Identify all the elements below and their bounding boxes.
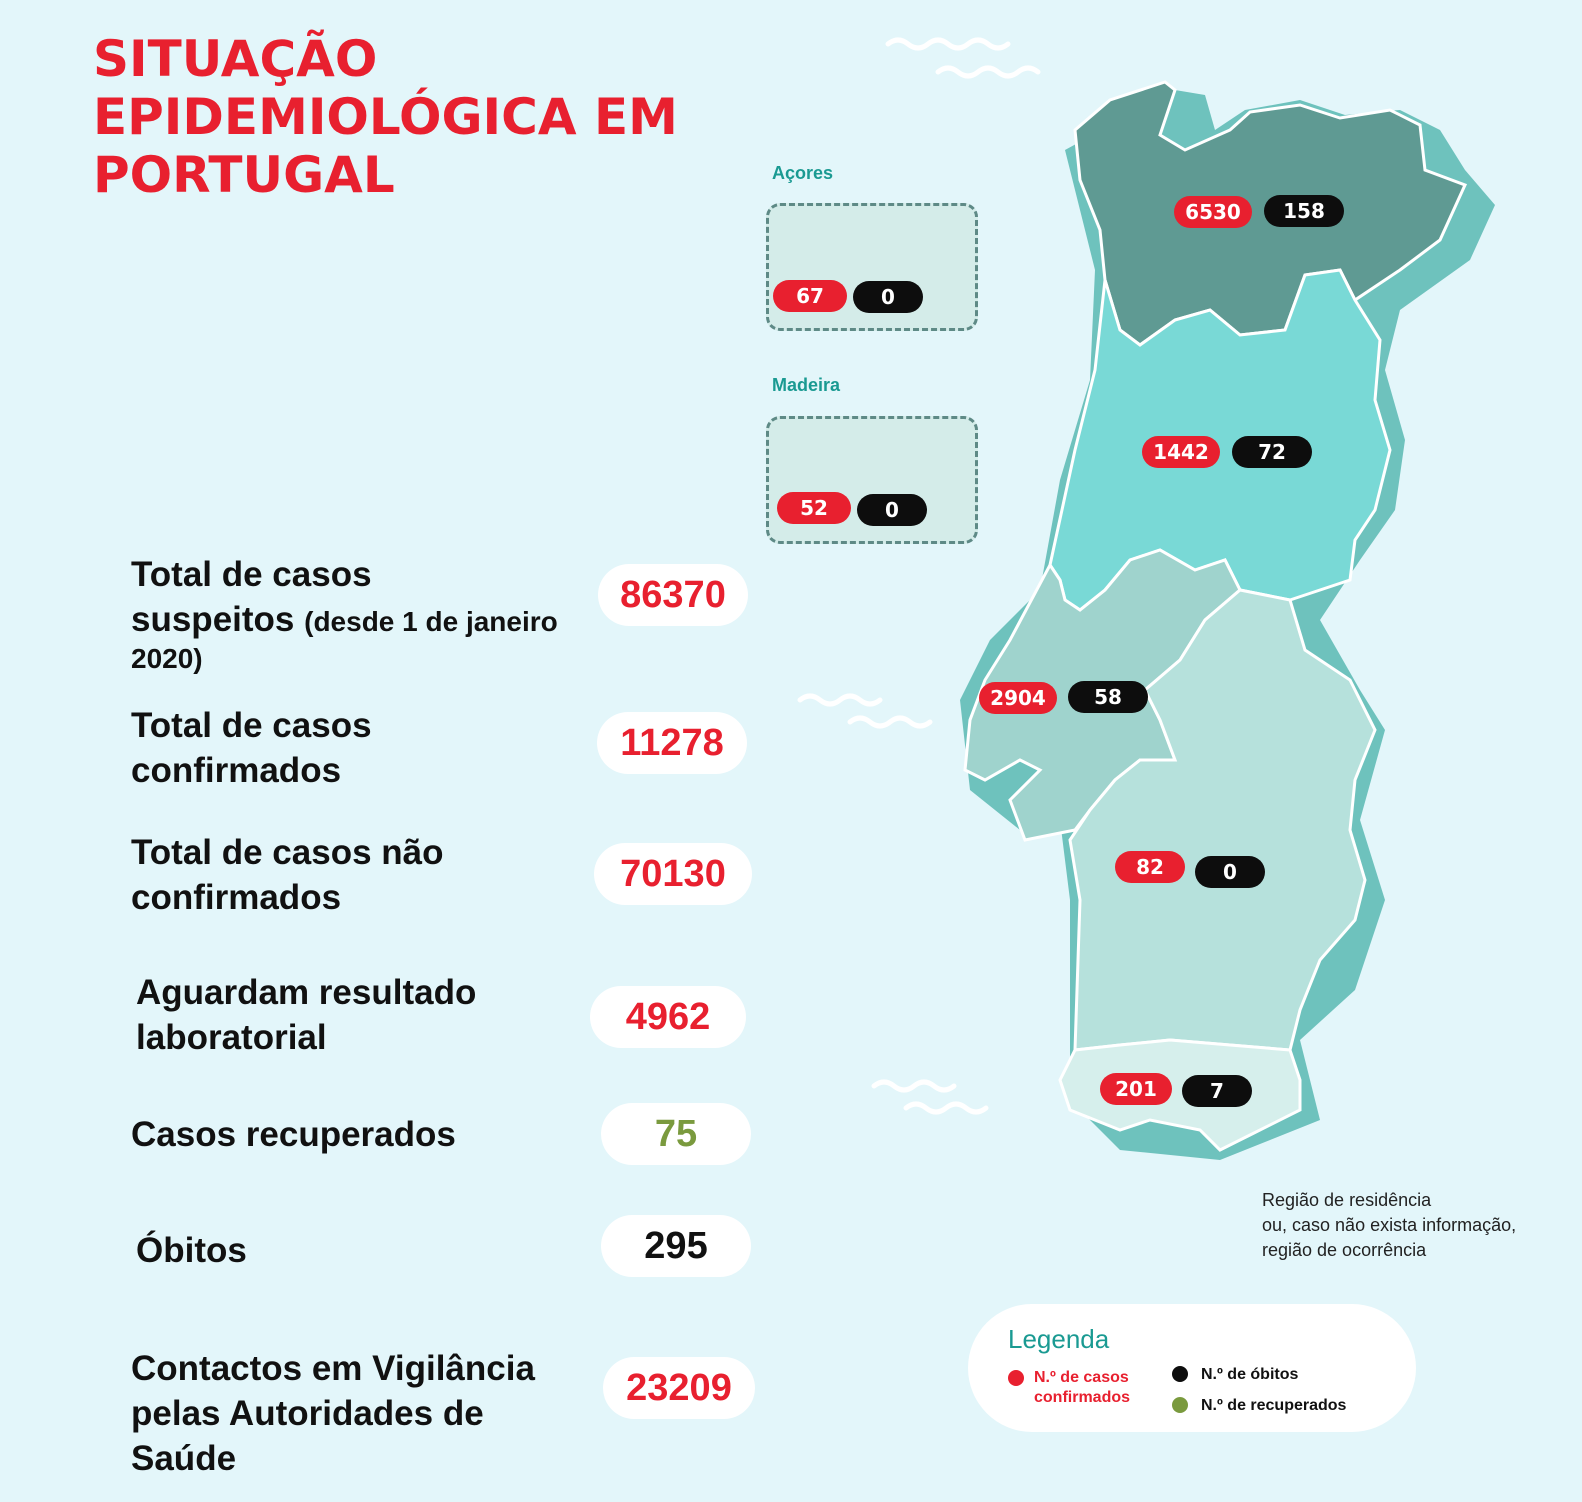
legend-black-dot-icon xyxy=(1172,1366,1188,1382)
stat-label-line: Aguardam resultado xyxy=(136,973,477,1012)
stat-label-line: Casos recuperados xyxy=(131,1115,456,1154)
legend-text: N.º de casos xyxy=(1034,1369,1129,1386)
legend-item-confirmed: N.º de casos confirmados xyxy=(1034,1368,1130,1408)
azores-confirmed-badge: 67 xyxy=(773,280,847,312)
wave-decoration xyxy=(797,37,1041,1115)
stat-value-confirmed: 11278 xyxy=(597,712,747,774)
legend-title: Legenda xyxy=(1008,1324,1110,1354)
stat-label-awaiting: Aguardam resultado laboratorial xyxy=(136,970,476,1060)
alentejo-deaths-badge: 0 xyxy=(1195,856,1265,888)
stat-label-deaths: Óbitos xyxy=(136,1228,247,1273)
stat-label-line: Saúde xyxy=(131,1439,237,1478)
page-title: SITUAÇÃO EPIDEMIOLÓGICA EM PORTUGAL xyxy=(93,30,678,204)
note-line: Região de residência xyxy=(1262,1190,1432,1210)
algarve-deaths-badge: 7 xyxy=(1182,1075,1252,1107)
stat-label-line: confirmados xyxy=(131,878,342,917)
madeira-deaths-badge: 0 xyxy=(857,494,927,526)
centro-deaths-badge: 72 xyxy=(1232,436,1312,468)
stat-label-line: laboratorial xyxy=(136,1018,327,1057)
region-algarve[interactable] xyxy=(1058,1038,1302,1152)
madeira-label: Madeira xyxy=(772,375,841,395)
region-centro[interactable] xyxy=(1048,268,1392,612)
stat-label-line: confirmados xyxy=(131,751,342,790)
stat-label-line: Total de casos não xyxy=(131,833,444,872)
legend-green-dot-icon xyxy=(1172,1397,1188,1413)
legend-text: confirmados xyxy=(1034,1389,1131,1406)
legend-red-dot-icon xyxy=(1008,1370,1024,1386)
stat-label-line: Óbitos xyxy=(136,1231,247,1270)
stat-label-line: Contactos em Vigilância xyxy=(131,1349,535,1388)
stat-label-sub: 2020) xyxy=(131,643,203,674)
alentejo-confirmed-badge: 82 xyxy=(1115,851,1185,883)
azores-label: Açores xyxy=(772,163,834,183)
azores-deaths-badge: 0 xyxy=(853,281,923,313)
centro-confirmed-badge: 1442 xyxy=(1142,436,1220,468)
note-line: região de ocorrência xyxy=(1262,1240,1427,1260)
stat-label-line: Total de casos xyxy=(131,555,372,594)
stat-label-line: suspeitos xyxy=(131,600,295,639)
legend: Legenda N.º de casos confirmados N.º de … xyxy=(968,1304,1416,1432)
stat-label-suspected: Total de casos suspeitos (desde 1 de jan… xyxy=(131,552,558,674)
stat-label-line: Total de casos xyxy=(131,706,372,745)
title-line: PORTUGAL xyxy=(93,146,395,204)
norte-deaths-badge: 158 xyxy=(1264,195,1344,227)
madeira-confirmed-badge: 52 xyxy=(777,492,851,524)
stat-label-contacts: Contactos em Vigilância pelas Autoridade… xyxy=(131,1346,535,1481)
algarve-confirmed-badge: 201 xyxy=(1100,1073,1172,1105)
norte-confirmed-badge: 6530 xyxy=(1174,196,1252,228)
stat-value-not-confirmed: 70130 xyxy=(594,843,752,905)
stat-label-sub: (desde 1 de janeiro xyxy=(304,606,558,637)
title-line: SITUAÇÃO xyxy=(93,30,378,88)
stat-value-suspected: 86370 xyxy=(598,564,748,626)
lisboa-deaths-badge: 58 xyxy=(1068,681,1148,713)
stat-value-awaiting: 4962 xyxy=(590,986,746,1048)
stat-label-line: pelas Autoridades de xyxy=(131,1394,484,1433)
stat-label-confirmed: Total de casos confirmados xyxy=(131,703,372,793)
stat-value-deaths: 295 xyxy=(601,1215,751,1277)
stat-label-recovered: Casos recuperados xyxy=(131,1112,456,1157)
stat-value-recovered: 75 xyxy=(601,1103,751,1165)
legend-item-recovered: N.º de recuperados xyxy=(1201,1397,1347,1414)
region-note: Região de residência ou, caso não exista… xyxy=(1262,1188,1516,1263)
note-line: ou, caso não exista informação, xyxy=(1262,1215,1517,1235)
stat-label-not-confirmed: Total de casos não confirmados xyxy=(131,830,444,920)
title-line: EPIDEMIOLÓGICA EM xyxy=(93,88,678,146)
stat-value-contacts: 23209 xyxy=(603,1357,755,1419)
legend-item-deaths: N.º de óbitos xyxy=(1201,1366,1299,1383)
lisboa-confirmed-badge: 2904 xyxy=(979,682,1057,714)
